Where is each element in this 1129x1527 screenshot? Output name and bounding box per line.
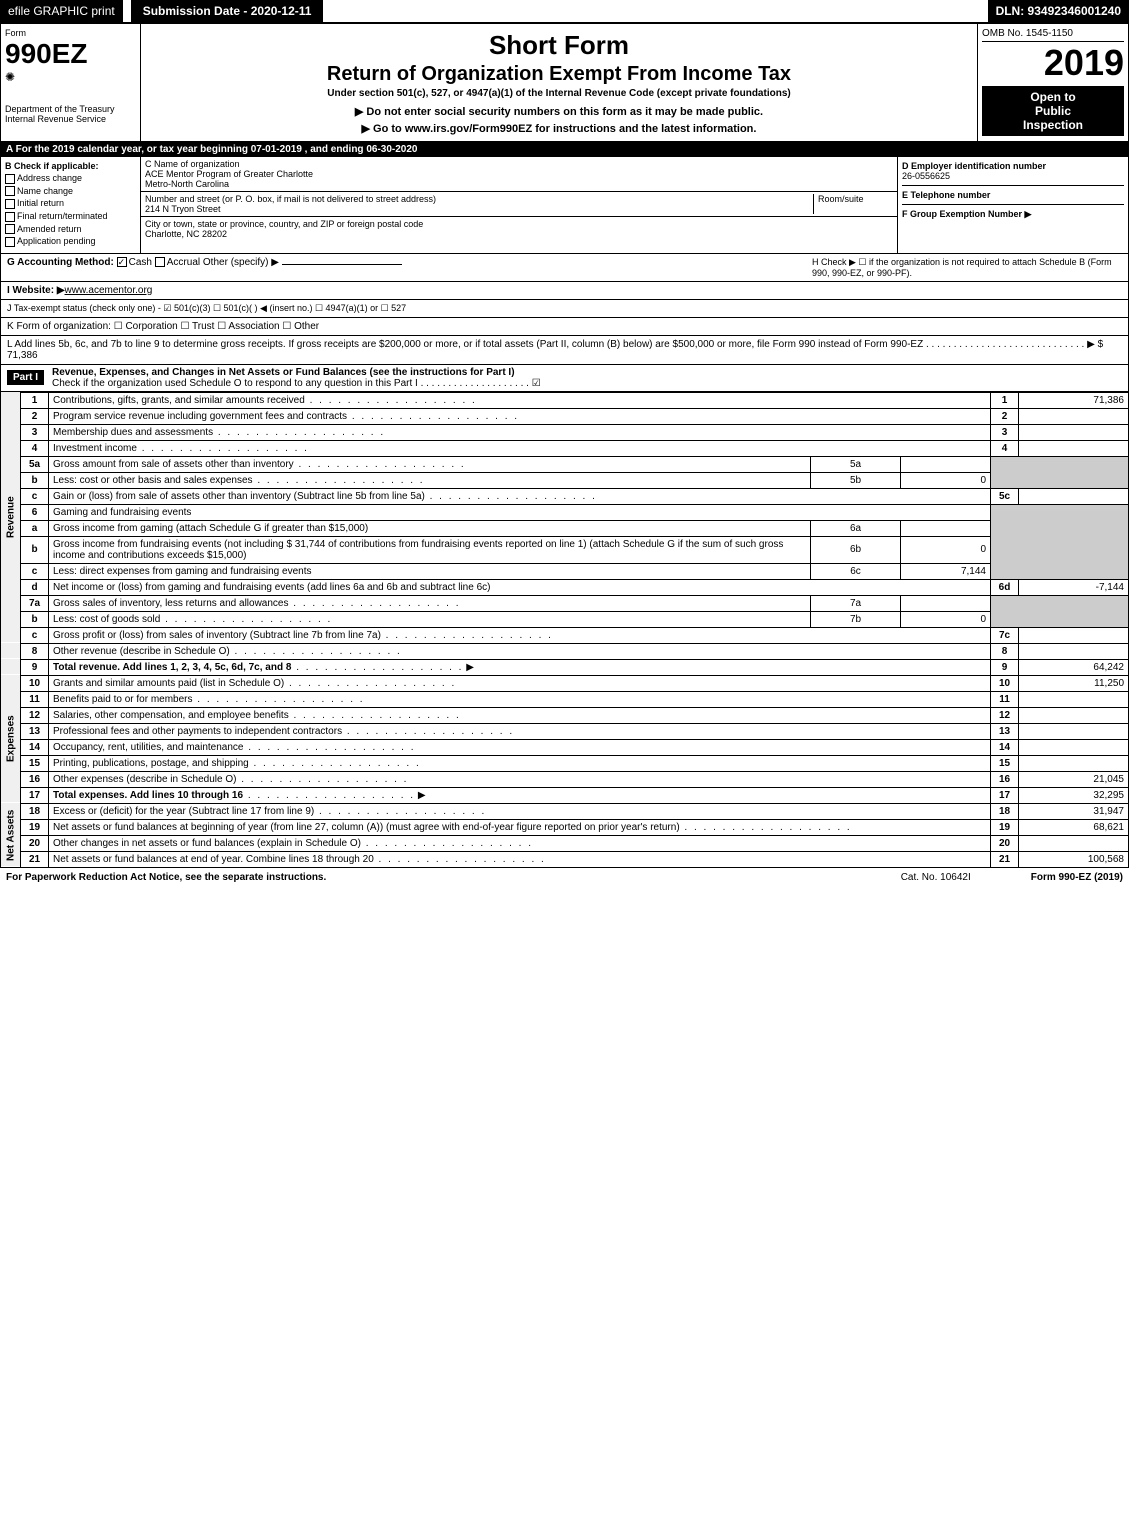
box-c: C Name of organization ACE Mentor Progra…	[141, 157, 898, 253]
form-number: 990EZ	[5, 38, 136, 70]
chk-application-pending[interactable]: Application pending	[5, 236, 136, 247]
footer: For Paperwork Reduction Act Notice, see …	[0, 868, 1129, 887]
box-b: B Check if applicable: Address change Na…	[1, 157, 141, 253]
form-subtitle: Under section 501(c), 527, or 4947(a)(1)…	[147, 88, 971, 99]
line-1-val: 71,386	[1019, 392, 1129, 408]
dept-label: Department of the Treasury	[5, 104, 136, 114]
part1-header-row: Part I Revenue, Expenses, and Changes in…	[0, 365, 1129, 392]
c-org-name2: Metro-North Carolina	[145, 179, 893, 189]
row-h: H Check ▶ ☐ if the organization is not r…	[812, 257, 1122, 278]
box-b-title: B Check if applicable:	[5, 161, 136, 171]
c-room-label: Room/suite	[813, 194, 893, 214]
form-word: Form	[5, 28, 136, 38]
line-1-num: 1	[21, 392, 49, 408]
part1-title: Revenue, Expenses, and Changes in Net As…	[52, 367, 515, 378]
i-label: I Website: ▶	[7, 285, 65, 296]
chk-initial-return[interactable]: Initial return	[5, 198, 136, 209]
c-street-value: 214 N Tryon Street	[145, 204, 813, 214]
g-other-input[interactable]	[282, 264, 402, 265]
c-org-name1: ACE Mentor Program of Greater Charlotte	[145, 169, 893, 179]
box-d: D Employer identification number 26-0556…	[898, 157, 1128, 253]
g-label: G Accounting Method:	[7, 257, 114, 268]
chk-address-change[interactable]: Address change	[5, 173, 136, 184]
form-title-short: Short Form	[147, 30, 971, 61]
d-ein-value: 26-0556625	[902, 171, 1124, 181]
omb-number: OMB No. 1545-1150	[982, 28, 1124, 42]
section-bcd: B Check if applicable: Address change Na…	[0, 157, 1129, 254]
c-name-label: C Name of organization	[145, 159, 893, 169]
goto-link[interactable]: ▶ Go to www.irs.gov/Form990EZ for instru…	[147, 122, 971, 135]
line-1-rn: 1	[991, 392, 1019, 408]
row-j: J Tax-exempt status (check only one) - ☑…	[0, 300, 1129, 318]
paperwork-notice: For Paperwork Reduction Act Notice, see …	[6, 872, 326, 883]
row-a-tax-year: A For the 2019 calendar year, or tax yea…	[0, 142, 1129, 157]
do-not-notice: ▶ Do not enter social security numbers o…	[147, 105, 971, 118]
f-group-exempt-label: F Group Exemption Number ▶	[902, 209, 1124, 220]
vert-revenue: Revenue	[1, 392, 21, 643]
g-other-label: Other (specify) ▶	[203, 257, 279, 268]
irs-label: Internal Revenue Service	[5, 114, 136, 124]
chk-amended-return[interactable]: Amended return	[5, 224, 136, 235]
submission-date-badge: Submission Date - 2020-12-11	[131, 0, 324, 22]
c-city-label: City or town, state or province, country…	[145, 219, 893, 229]
vert-expenses: Expenses	[1, 675, 21, 803]
part1-table: Revenue 1 Contributions, gifts, grants, …	[0, 392, 1129, 868]
d-ein-label: D Employer identification number	[902, 161, 1124, 171]
form-ref: Form 990-EZ (2019)	[1031, 872, 1123, 883]
dln-label: DLN: 93492346001240	[988, 0, 1129, 22]
chk-final-return[interactable]: Final return/terminated	[5, 211, 136, 222]
tax-year: 2019	[982, 42, 1124, 84]
efile-graphic-print-link[interactable]: efile GRAPHIC print	[0, 0, 123, 22]
form-title-main: Return of Organization Exempt From Incom…	[147, 63, 971, 86]
chk-accrual[interactable]	[155, 257, 165, 267]
vert-netassets: Net Assets	[1, 803, 21, 867]
c-city-value: Charlotte, NC 28202	[145, 229, 893, 239]
row-l: L Add lines 5b, 6c, and 7b to line 9 to …	[0, 336, 1129, 365]
part1-badge: Part I	[7, 370, 44, 385]
open-to-public-badge: Open to Public Inspection	[982, 86, 1124, 136]
line-1-text: Contributions, gifts, grants, and simila…	[53, 395, 305, 406]
row-i: I Website: ▶ www.acementor.org	[0, 282, 1129, 300]
c-street-label: Number and street (or P. O. box, if mail…	[145, 194, 813, 204]
i-website-link[interactable]: www.acementor.org	[65, 285, 153, 296]
header-bar: efile GRAPHIC print Submission Date - 20…	[0, 0, 1129, 23]
e-phone-label: E Telephone number	[902, 190, 1124, 200]
cat-no: Cat. No. 10642I	[901, 872, 971, 883]
row-gh: G Accounting Method: Cash Accrual Other …	[0, 254, 1129, 282]
row-k: K Form of organization: ☐ Corporation ☐ …	[0, 318, 1129, 336]
part1-check-line: Check if the organization used Schedule …	[52, 378, 541, 389]
chk-name-change[interactable]: Name change	[5, 186, 136, 197]
form-header-row: Form 990EZ ✺ Department of the Treasury …	[0, 23, 1129, 142]
chk-cash[interactable]	[117, 257, 127, 267]
